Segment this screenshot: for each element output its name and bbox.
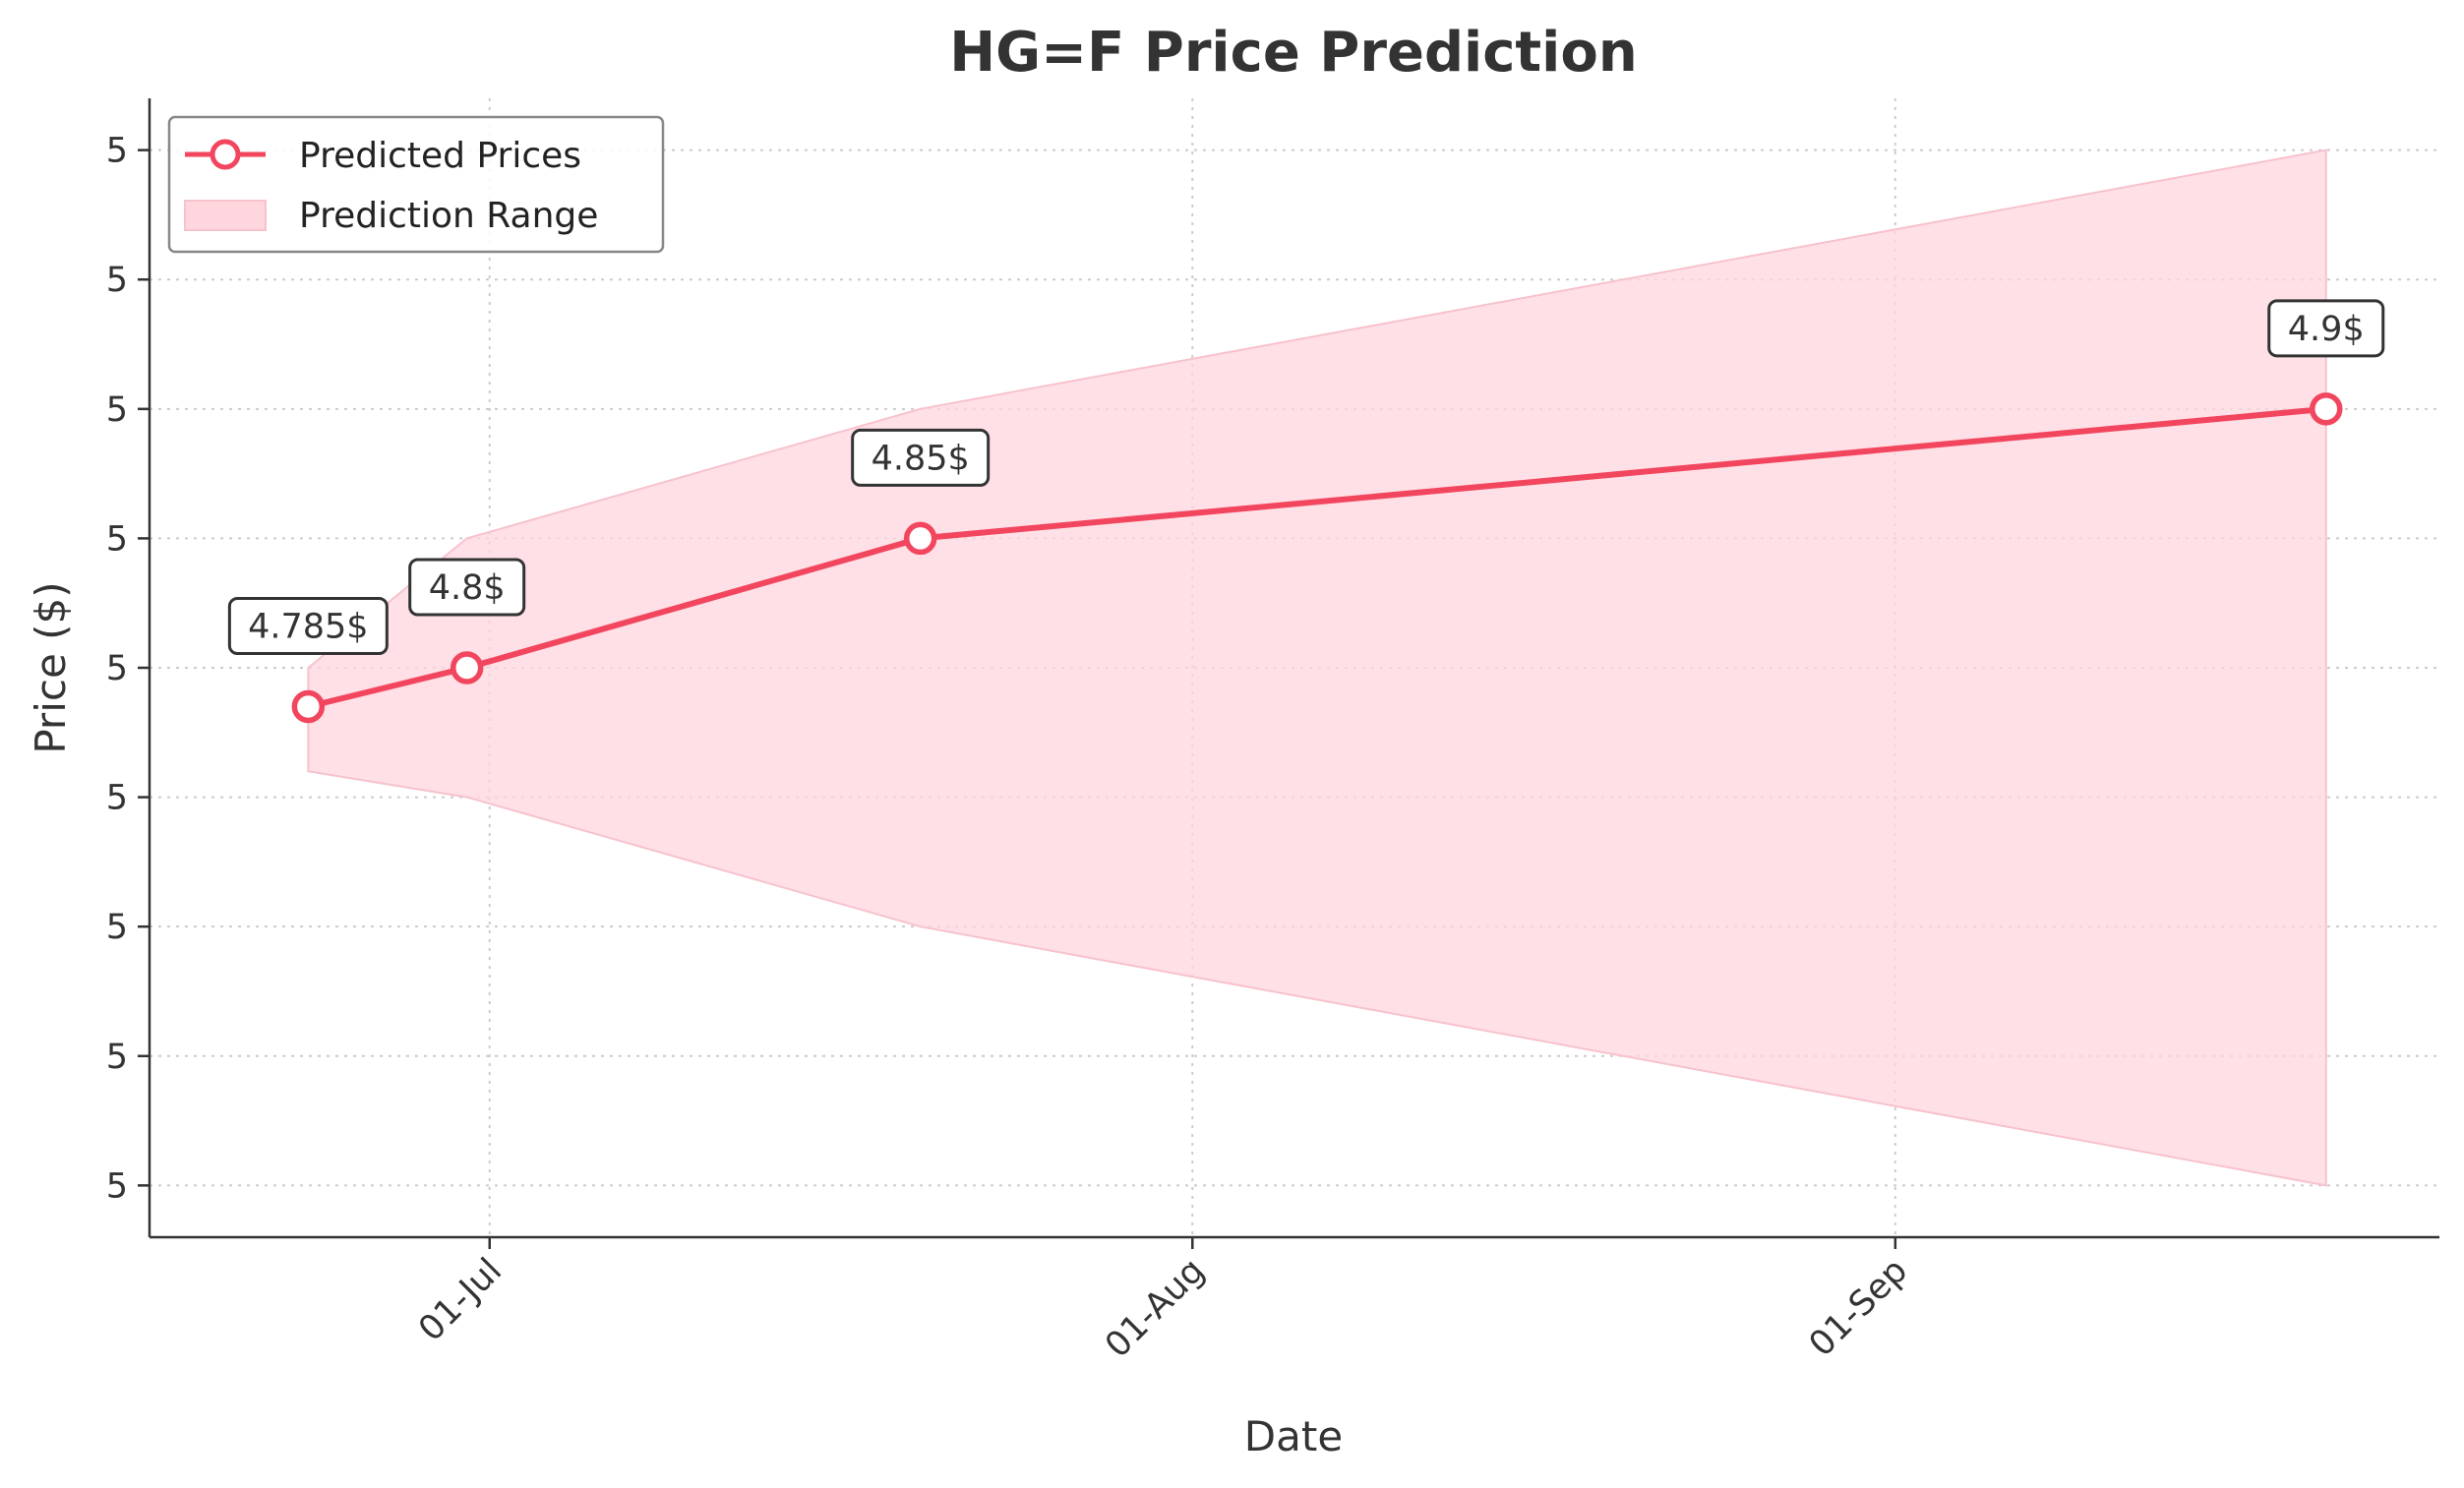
data-label-box: [851, 428, 991, 487]
legend-range-swatch: [184, 200, 267, 231]
data-point-marker: [2310, 392, 2343, 426]
data-label-box: [408, 558, 526, 617]
x-tick-label: 01-Jul: [411, 1251, 510, 1349]
chart-title: HG=F Price Prediction: [949, 21, 1637, 85]
y-tick-label: 5: [106, 1166, 128, 1206]
prediction-range-band: [307, 149, 2327, 1187]
y-tick-label: 5: [106, 261, 128, 300]
legend-entry-prediction-range: Prediction Range: [299, 196, 598, 236]
data-label: 4.785$: [248, 607, 368, 646]
data-label-box: [2267, 299, 2385, 358]
y-tick-label: 5: [106, 519, 128, 559]
y-tick-label: 5: [106, 1038, 128, 1077]
x-tick-label: 01-Aug: [1098, 1251, 1212, 1365]
y-tick-label: 5: [106, 390, 128, 430]
data-point-marker: [291, 689, 326, 724]
x-axis-label: Date: [1244, 1412, 1343, 1460]
legend: Predicted Prices Prediction Range: [167, 115, 665, 254]
prediction-range-area: [307, 149, 2327, 1187]
y-axis-ticks: 5 5 5 5 5 5 5 5 5: [106, 132, 150, 1206]
data-label: 4.8$: [429, 568, 506, 608]
legend-box: [167, 115, 665, 254]
data-label: 4.9$: [2288, 310, 2365, 349]
y-tick-label: 5: [106, 779, 128, 818]
y-axis-label: Price ($): [27, 581, 75, 753]
predicted-prices-series: [291, 392, 2343, 724]
x-axis-ticks: 01-Jul 01-Aug 01-Sep: [411, 1237, 1915, 1366]
legend-marker-swatch: [210, 139, 241, 170]
predicted-prices-line: [307, 405, 2327, 710]
data-label: 4.85$: [871, 439, 970, 478]
y-tick-label: 5: [106, 649, 128, 688]
data-point-marker: [903, 521, 937, 556]
legend-entry-predicted-prices: Predicted Prices: [299, 136, 581, 176]
y-tick-label: 5: [106, 132, 128, 171]
x-tick-label: 01-Sep: [1802, 1251, 1915, 1364]
data-point-marker: [450, 651, 484, 684]
data-labels: 4.785$ 4.8$ 4.85$ 4.9$: [227, 299, 2385, 655]
data-label-box: [227, 596, 389, 655]
y-tick-label: 5: [106, 908, 128, 947]
